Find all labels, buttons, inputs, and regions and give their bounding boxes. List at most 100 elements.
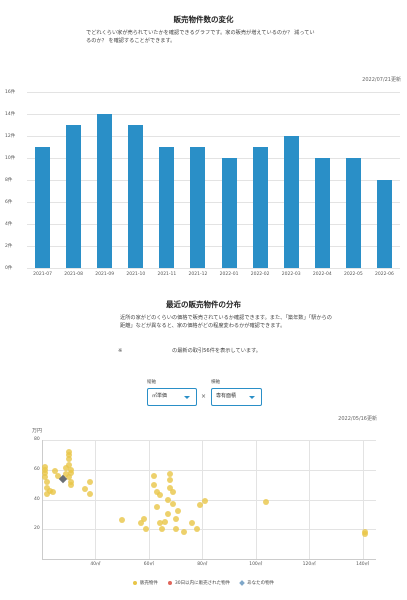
- bar-gridline: [27, 158, 400, 159]
- bar-2021-12: [190, 147, 206, 268]
- bar-2022-03: [283, 136, 299, 268]
- bar-x-tick-label: 2022-03: [281, 272, 301, 277]
- scatter-point-for-sale[interactable]: [201, 497, 208, 504]
- scatter-h-gridline: [42, 440, 376, 441]
- legend-for-sale-marker: [132, 581, 137, 585]
- bar-y-tick-label: 16件: [5, 90, 16, 95]
- distribution-note: の最新の取引56件を表示しています。: [172, 348, 261, 354]
- bar-y-tick-label: 2件: [5, 244, 13, 249]
- scatter-point-for-sale[interactable]: [68, 481, 75, 488]
- scatter-legend: 販売物件 30日以内に販売された物件 あなたの物件: [0, 580, 407, 586]
- scatter-point-for-sale[interactable]: [137, 520, 144, 527]
- scatter-v-gridline: [95, 440, 97, 559]
- times-sign: ×: [201, 393, 207, 400]
- x-axis-select-value: 専有面積: [216, 393, 237, 399]
- scatter-point-for-sale[interactable]: [41, 474, 48, 481]
- scatter-point-for-sale[interactable]: [167, 484, 174, 491]
- scatter-point-for-sale[interactable]: [140, 515, 147, 522]
- scatter-x-tick-label: 140㎡: [356, 562, 370, 567]
- scatter-point-for-sale[interactable]: [156, 520, 163, 527]
- bar-2021-09: [97, 114, 113, 268]
- scatter-point-for-sale[interactable]: [169, 489, 176, 496]
- scatter-point-for-sale[interactable]: [161, 518, 168, 525]
- scatter-chart: 万円 80 60 40 20 40㎡ 60㎡ 80㎡ 100㎡ 120㎡ 140㎡: [0, 425, 407, 575]
- bar-2021-10: [128, 125, 144, 268]
- x-axis-select-label: 横軸: [211, 380, 220, 385]
- scatter-x-tick-label: 80㎡: [197, 562, 208, 567]
- bar-gridline: [27, 202, 400, 203]
- scatter-unit-label: 万円: [32, 428, 43, 434]
- scatter-x-tick-label: 120㎡: [302, 562, 316, 567]
- scatter-point-for-sale[interactable]: [151, 472, 158, 479]
- scatter-x-tick-label: 60㎡: [143, 562, 154, 567]
- scatter-point-for-sale[interactable]: [167, 477, 174, 484]
- bar-x-tick-label: 2022-01: [219, 272, 239, 277]
- scatter-point-for-sale[interactable]: [68, 469, 75, 476]
- legend-yours-label: あなたの物件: [247, 581, 275, 586]
- y-axis-select-label: 縦軸: [147, 380, 156, 385]
- bar-2022-02: [252, 147, 268, 268]
- scatter-point-for-sale[interactable]: [65, 462, 72, 469]
- scatter-point-for-sale[interactable]: [164, 496, 171, 503]
- scatter-point-for-sale[interactable]: [151, 481, 158, 488]
- bar-x-tick-label: 2021-10: [126, 272, 146, 277]
- bar-x-tick-label: 2022-05: [343, 272, 363, 277]
- scatter-point-for-sale[interactable]: [159, 526, 166, 533]
- distribution-updated: 2022/05/16更新: [338, 416, 377, 422]
- legend-for-sale-label: 販売物件: [139, 581, 158, 586]
- legend-yours-marker: [239, 580, 245, 586]
- scatter-point-for-sale[interactable]: [156, 492, 163, 499]
- scatter-point-for-sale[interactable]: [49, 489, 56, 496]
- bar-2022-04: [314, 158, 330, 268]
- bar-x-tick-label: 2021-07: [33, 272, 52, 277]
- scatter-y-axis: [42, 440, 43, 559]
- bar-gridline: [27, 268, 400, 269]
- scatter-point-for-sale[interactable]: [44, 490, 51, 497]
- x-axis-select[interactable]: 専有面積: [211, 388, 262, 406]
- scatter-point-for-sale[interactable]: [87, 478, 94, 485]
- scatter-point-for-sale[interactable]: [175, 508, 182, 515]
- scatter-x-axis: [42, 559, 376, 560]
- bar-gridline: [27, 180, 400, 181]
- scatter-point-for-sale[interactable]: [55, 472, 62, 479]
- scatter-point-for-sale[interactable]: [87, 490, 94, 497]
- scatter-point-for-sale[interactable]: [65, 451, 72, 458]
- legend-sold-30-marker: [167, 581, 172, 585]
- sales-count-title: 販売物件数の変化: [173, 15, 234, 24]
- bar-y-tick-label: 6件: [5, 200, 13, 205]
- scatter-point-for-sale[interactable]: [44, 478, 51, 485]
- scatter-point-for-sale[interactable]: [143, 526, 150, 533]
- scatter-point-for-sale[interactable]: [119, 517, 126, 524]
- scatter-v-gridline: [362, 440, 364, 559]
- scatter-point-for-sale[interactable]: [172, 526, 179, 533]
- scatter-point-for-sale[interactable]: [52, 468, 59, 475]
- scatter-point-for-sale[interactable]: [65, 474, 72, 481]
- scatter-point-for-sale[interactable]: [196, 502, 203, 509]
- bar-y-tick-label: 10件: [5, 156, 16, 161]
- scatter-point-for-sale[interactable]: [41, 469, 48, 476]
- scatter-point-for-sale[interactable]: [167, 471, 174, 478]
- bar-chart: 16件 14件 12件 10件 8件 6件 4件 2件 0件 2021-07 2021-08 202…: [0, 85, 407, 285]
- bar-y-tick-label: 8件: [5, 178, 13, 183]
- scatter-h-gridline: [42, 499, 376, 501]
- scatter-point-for-sale[interactable]: [362, 530, 369, 537]
- scatter-point-for-sale[interactable]: [63, 465, 70, 472]
- scatter-point-for-sale[interactable]: [81, 486, 88, 493]
- scatter-point-for-sale[interactable]: [193, 526, 200, 533]
- scatter-h-gridline: [42, 469, 376, 471]
- sales-count-description: でどれくらい家が売られていたかを確認できるグラフです。家の販売が増えているのか？…: [86, 30, 315, 44]
- bar-gridline: [27, 224, 400, 225]
- distribution-description: 近所の家がどのくらいの価格で販売されているか確認できます。また、「築年数」「駅か…: [120, 315, 332, 329]
- scatter-point-for-sale[interactable]: [180, 529, 187, 536]
- bar-y-tick-label: 14件: [5, 112, 16, 117]
- bar-2022-01: [221, 158, 237, 268]
- scatter-point-for-sale[interactable]: [188, 520, 195, 527]
- y-axis-select[interactable]: ㎡単価: [147, 388, 197, 406]
- scatter-point-for-sale[interactable]: [172, 515, 179, 522]
- scatter-point-for-sale[interactable]: [164, 511, 171, 518]
- scatter-point-for-sale[interactable]: [169, 500, 176, 507]
- scatter-point-for-sale[interactable]: [153, 503, 160, 510]
- scatter-point-for-sale[interactable]: [263, 499, 270, 506]
- scatter-x-tick-label: 100㎡: [249, 562, 263, 567]
- scatter-point-for-sale[interactable]: [65, 456, 72, 463]
